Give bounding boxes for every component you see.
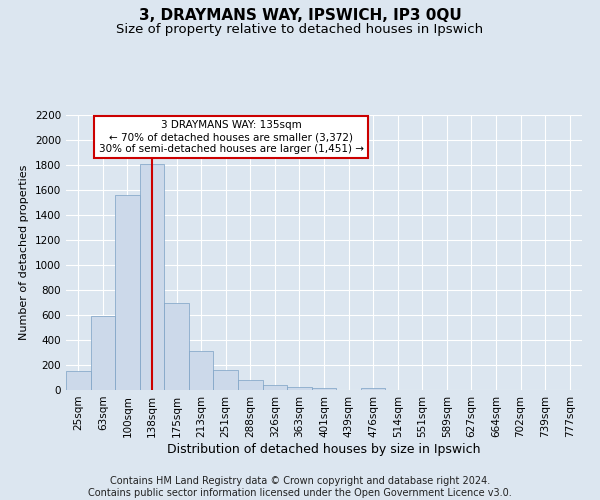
Y-axis label: Number of detached properties: Number of detached properties [19, 165, 29, 340]
Bar [287, 387, 312, 390]
Bar [214, 370, 238, 390]
Text: Contains HM Land Registry data © Crown copyright and database right 2024.
Contai: Contains HM Land Registry data © Crown c… [88, 476, 512, 498]
Text: 3 DRAYMANS WAY: 135sqm
← 70% of detached houses are smaller (3,372)
30% of semi-: 3 DRAYMANS WAY: 135sqm ← 70% of detached… [98, 120, 364, 154]
Bar [361, 388, 385, 390]
Bar [115, 195, 140, 390]
Bar [189, 351, 214, 390]
Text: Size of property relative to detached houses in Ipswich: Size of property relative to detached ho… [116, 22, 484, 36]
Bar [91, 316, 115, 390]
Bar [263, 385, 287, 390]
Bar [238, 380, 263, 390]
Bar [140, 164, 164, 390]
Text: 3, DRAYMANS WAY, IPSWICH, IP3 0QU: 3, DRAYMANS WAY, IPSWICH, IP3 0QU [139, 8, 461, 22]
Bar [312, 388, 336, 390]
X-axis label: Distribution of detached houses by size in Ipswich: Distribution of detached houses by size … [167, 442, 481, 456]
Bar [66, 370, 91, 390]
Bar [164, 302, 189, 390]
